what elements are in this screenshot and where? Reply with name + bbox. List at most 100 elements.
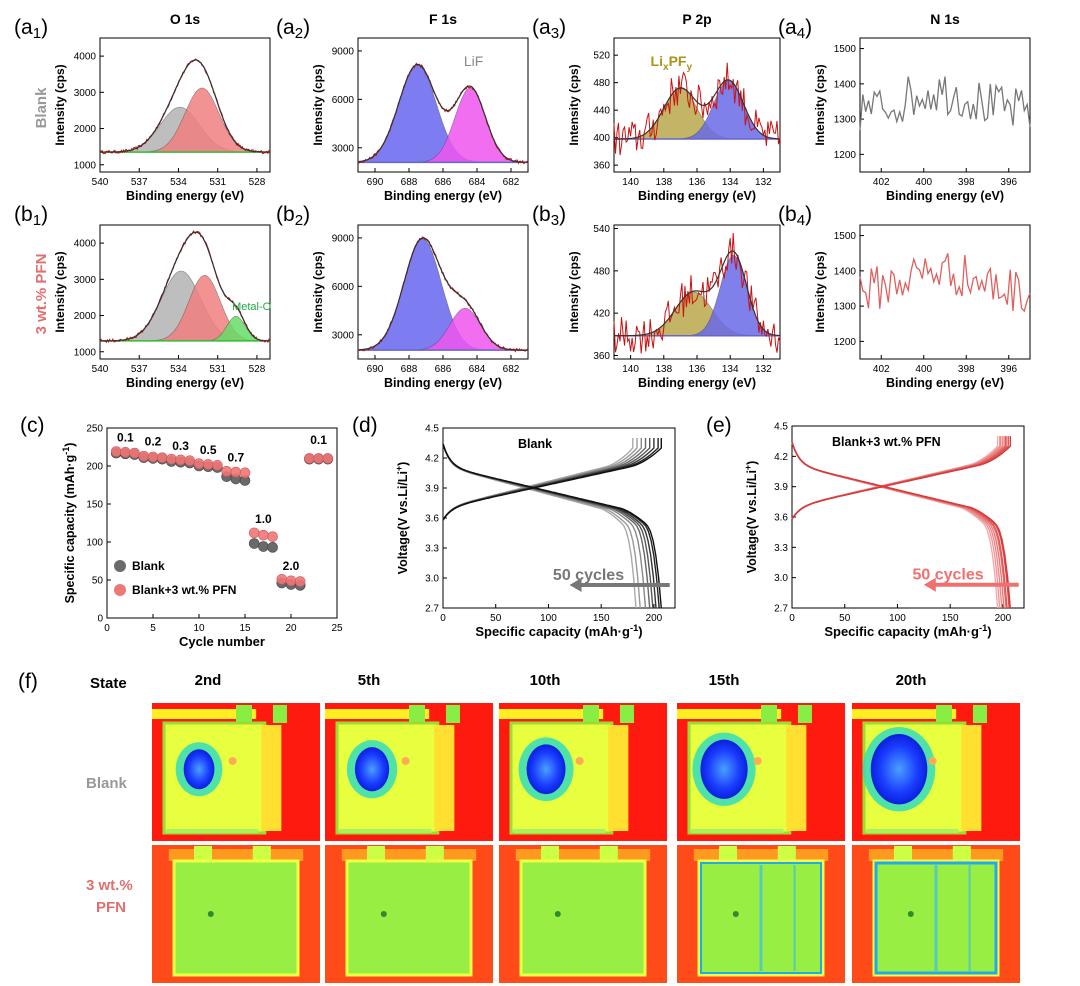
panel-label-part: (b	[276, 203, 295, 226]
y-tick-label: 3.3	[425, 544, 439, 555]
cycle-arrow-head	[923, 577, 936, 592]
xps-panel-a1: 540 537 534 531 528 1000 2000 3000 4000 (a1) Bindi…	[14, 16, 271, 203]
x-tick-label: 400	[915, 177, 932, 188]
thermal-hot-spot	[526, 744, 566, 795]
panel-label-part: 3	[551, 25, 559, 42]
x-tick-label: 25	[331, 623, 343, 634]
state-column-title: 2nd	[195, 672, 222, 689]
thermal-tab	[619, 705, 634, 723]
x-tick-label: 20	[285, 623, 297, 634]
y-tick-label: 4000	[74, 52, 97, 63]
x-tick-label: 531	[209, 364, 226, 375]
rate-point-pfn	[239, 467, 251, 479]
thermal-tab	[777, 846, 796, 860]
panel-label-part: (b	[14, 203, 33, 226]
thermal-cell-edge	[608, 725, 629, 831]
panel-label-part: 4	[797, 25, 805, 42]
x-tick-label: 528	[249, 177, 266, 188]
x-tick-label: 540	[92, 177, 109, 188]
xps-panel-b1: 540 537 534 531 528 1000 2000 3000 4000 (b1) Bindi…	[14, 203, 272, 390]
thermal-tab	[367, 846, 385, 860]
thermal-cell-body	[519, 859, 647, 977]
thermal-tab	[583, 705, 599, 723]
panel-label-part: )	[559, 203, 566, 226]
x-tick-label: 690	[367, 364, 384, 375]
y-tick-label: 2000	[74, 311, 97, 322]
x-tick-label: 150	[942, 613, 959, 624]
panel-label-part: (a	[778, 16, 797, 39]
y-axis-label: Intensity (cps)	[567, 251, 581, 332]
y-tick-label: 360	[593, 351, 610, 362]
thermal-cell-edge	[434, 725, 455, 831]
x-tick-label: 0	[104, 623, 110, 634]
rate-point-pfn	[156, 452, 168, 463]
rate-label: 0.2	[145, 434, 162, 448]
y-axis-label: Intensity (cps)	[813, 251, 827, 332]
thermal-tab	[409, 705, 425, 723]
plot-frame	[859, 224, 1031, 360]
x-tick-label: 690	[367, 177, 384, 188]
xps-column-title: O 1s	[170, 11, 201, 27]
cycle-arrow-head	[569, 578, 582, 592]
y-axis-label-part: +	[743, 465, 753, 470]
panel-label-part: )	[805, 16, 812, 39]
x-tick-label: 200	[646, 613, 663, 624]
thermal-tab	[194, 846, 212, 860]
thermal-dot	[575, 756, 584, 765]
y-tick-label: 520	[593, 51, 610, 62]
thermal-tab	[972, 705, 987, 723]
y-axis-label: Voltage(V vs.Li/Li+)	[394, 462, 410, 575]
x-tick-label: 134	[722, 177, 739, 188]
x-axis-label: Binding energy (eV)	[384, 376, 502, 390]
y-tick-label: 3.3	[774, 543, 788, 554]
fit-envelope	[100, 231, 271, 342]
fit-envelope	[100, 59, 270, 153]
y-axis-label-part: )	[396, 462, 410, 466]
fit-envelope	[614, 250, 780, 337]
discharge-curve	[791, 441, 1011, 609]
metal-o-annotation: Metal-O	[232, 301, 272, 313]
thermal-top-strip	[325, 709, 430, 719]
peak-component	[358, 238, 528, 351]
x-tick-label: 396	[1000, 364, 1017, 375]
y-tick-label: 360	[593, 161, 610, 172]
y-tick-label: 0	[97, 614, 103, 625]
x-axis-label: Binding energy (eV)	[886, 189, 1004, 203]
panel-label: (b2)	[276, 203, 310, 229]
x-tick-label: 684	[469, 177, 486, 188]
thermal-image-blank	[852, 703, 1020, 841]
thermal-hot-spot	[354, 747, 390, 792]
rate-point-pfn	[120, 447, 131, 458]
y-axis-label-part: )	[745, 461, 759, 465]
thermal-top-strip	[677, 709, 782, 719]
thermal-cell-body	[345, 859, 473, 977]
rate-label: 2.0	[283, 559, 300, 573]
x-axis-label: Binding energy (eV)	[384, 189, 502, 203]
plot-frame	[613, 224, 781, 360]
y-tick-label: 4000	[74, 239, 97, 250]
thermal-tab	[797, 705, 812, 723]
rate-point-pfn	[294, 576, 306, 587]
y-tick-label: 150	[86, 500, 103, 511]
thermal-hot-spot	[183, 749, 215, 790]
y-axis-label: Intensity (cps)	[53, 251, 67, 332]
y-tick-label: 1400	[834, 266, 857, 277]
lipf-annotation-part: PF	[669, 53, 687, 69]
y-tick-label: 1300	[834, 115, 857, 126]
thermal-image-pfn	[499, 845, 667, 983]
chart-title: Blank	[518, 437, 552, 451]
thermal-top-strip	[852, 709, 957, 719]
thermal-dot	[401, 756, 410, 765]
panel-label: (a3)	[532, 16, 566, 42]
rate-point-pfn	[202, 459, 214, 470]
x-tick-label: 10	[193, 623, 205, 634]
y-axis-label: Intensity (cps)	[311, 251, 325, 332]
thermal-top-strip	[868, 849, 1004, 861]
x-tick-label: 5	[150, 623, 156, 634]
thermal-tab	[541, 846, 559, 860]
x-axis-label-part: )	[987, 624, 991, 639]
x-axis-label: Binding energy (eV)	[638, 189, 756, 203]
rate-point-pfn	[258, 529, 269, 541]
panel-label: (b3)	[532, 203, 566, 229]
thermal-cool-edge	[874, 861, 998, 975]
